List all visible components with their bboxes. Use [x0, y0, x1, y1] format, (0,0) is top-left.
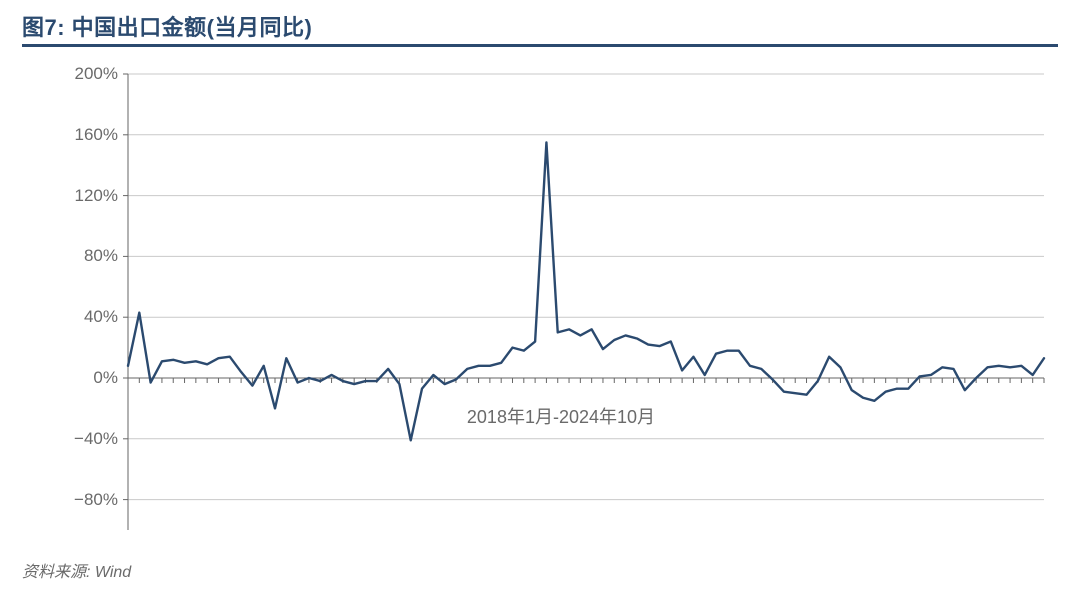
y-tick-label: 120% — [75, 186, 118, 206]
y-tick-label: −80% — [74, 490, 118, 510]
line-chart-svg — [128, 74, 1044, 530]
y-tick-label: 0% — [93, 368, 118, 388]
y-tick-label: 80% — [84, 246, 118, 266]
y-tick-label: 40% — [84, 307, 118, 327]
chart-title: 图7: 中国出口金额(当月同比) — [22, 10, 312, 42]
figure-7: 图7: 中国出口金额(当月同比) −80%−40%0%40%80%120%160… — [0, 0, 1080, 598]
plot-area: −80%−40%0%40%80%120%160%200% 2018年1月-202… — [128, 74, 1044, 530]
x-range-caption: 2018年1月-2024年10月 — [467, 403, 655, 429]
y-tick-label: −40% — [74, 429, 118, 449]
y-tick-label: 200% — [75, 64, 118, 84]
data-source: 资料来源: Wind — [22, 558, 131, 582]
y-tick-label: 160% — [75, 125, 118, 145]
title-bar: 图7: 中国出口金额(当月同比) — [22, 8, 1058, 47]
export-yoy-line — [128, 142, 1044, 440]
